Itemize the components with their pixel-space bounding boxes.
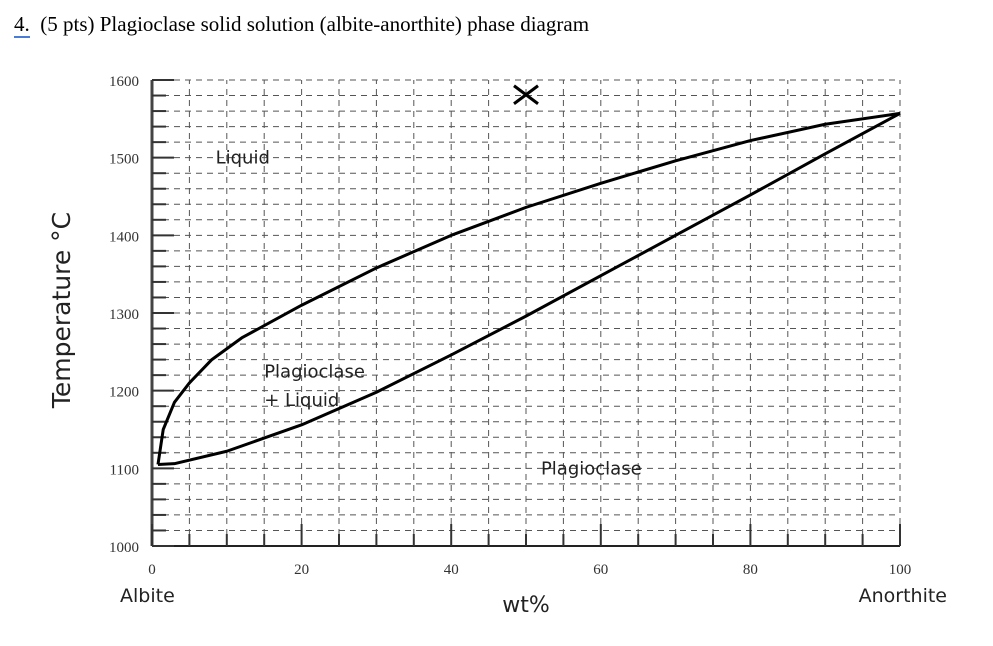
x-axis-label: wt% bbox=[502, 593, 550, 618]
question-number: 4. bbox=[14, 12, 30, 38]
region-label: Plagioclase bbox=[264, 361, 365, 382]
solidus-curve bbox=[157, 112, 901, 466]
y-tick-label: 1100 bbox=[110, 462, 139, 478]
y-tick-label: 1500 bbox=[109, 152, 139, 168]
y-tick-label: 1000 bbox=[109, 540, 139, 556]
question-heading: 4. (5 pts) Plagioclase solid solution (a… bbox=[14, 12, 590, 38]
x-tick-label: 80 bbox=[743, 562, 758, 578]
x-tick-label: 100 bbox=[889, 562, 912, 578]
x-tick-label: 60 bbox=[593, 562, 608, 578]
anorthite-label: Anorthite bbox=[859, 585, 947, 607]
x-tick-label: 40 bbox=[444, 562, 459, 578]
albite-label: Albite bbox=[120, 585, 175, 607]
y-tick-label: 1200 bbox=[109, 385, 139, 401]
x-marker-icon bbox=[513, 84, 539, 105]
region-label: Liquid bbox=[216, 148, 270, 169]
x-tick-label: 0 bbox=[148, 562, 156, 578]
y-tick-label: 1400 bbox=[109, 229, 139, 245]
question-text: (5 pts) Plagioclase solid solution (albi… bbox=[40, 12, 590, 36]
region-label: Plagioclase bbox=[541, 458, 642, 479]
y-tick-label: 1300 bbox=[109, 307, 139, 323]
y-axis-label: Temperature °C bbox=[47, 212, 76, 409]
x-tick-label: 20 bbox=[294, 562, 309, 578]
region-label: + Liquid bbox=[264, 390, 339, 411]
y-tick-label: 1600 bbox=[109, 74, 139, 90]
liquidus-curve bbox=[156, 111, 901, 465]
